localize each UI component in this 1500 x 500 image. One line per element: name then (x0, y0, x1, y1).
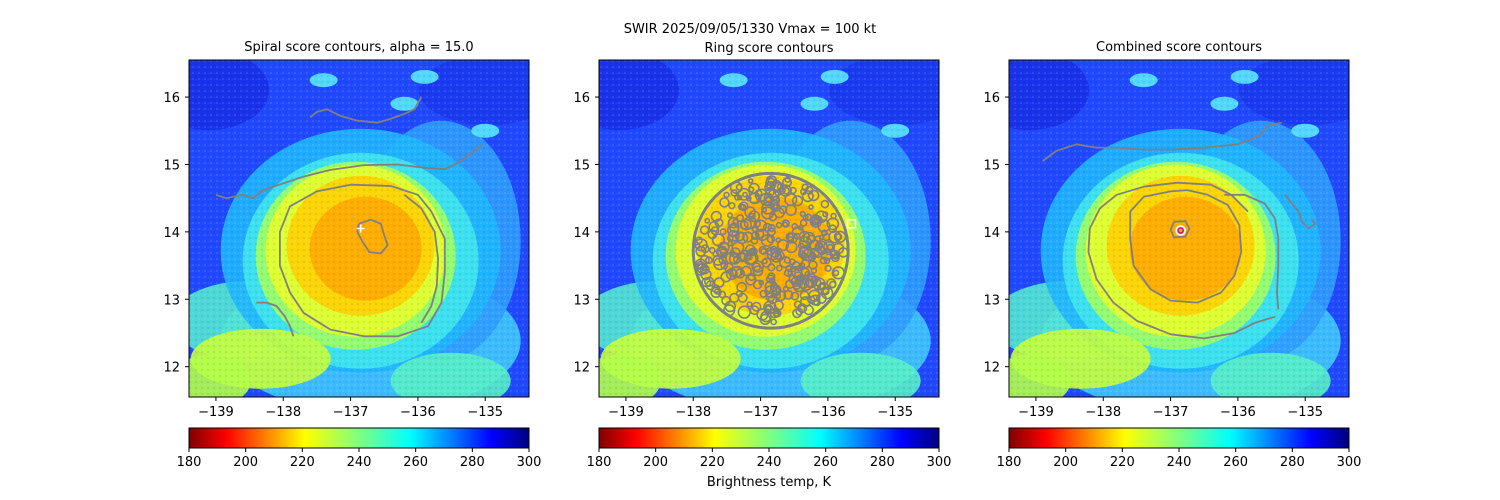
figure-title: SWIR 2025/09/05/1330 Vmax = 100 kt (623, 22, 877, 37)
colorbar-gradient (1008, 427, 1350, 449)
y-tick-label: 14 (573, 226, 590, 241)
contour-inner (1169, 220, 1191, 239)
contour-ring (1129, 189, 1243, 304)
y-tick-label: 13 (573, 293, 590, 308)
y-tick-label: 13 (983, 293, 1000, 308)
y-tick-label: 14 (163, 226, 180, 241)
colorbar-tick-label: 180 (587, 455, 612, 470)
colorbar-gradient (598, 427, 940, 449)
colorbar-tick-label: 220 (700, 455, 725, 470)
colorbar-tick-label: 240 (757, 455, 782, 470)
y-tick-label: 14 (983, 226, 1000, 241)
brightness-image (599, 60, 939, 397)
colorbar-tick-label: 260 (403, 455, 428, 470)
panel-title: Combined score contours (1096, 40, 1262, 55)
contour-spiral-tail (403, 194, 440, 324)
panel-3: Combined score contours −139 −138 −137 −136 −… (983, 40, 1362, 470)
x-tick-label: −138 (675, 405, 711, 420)
colorbar-tick-label: 180 (997, 455, 1022, 470)
colorbar-tick-label: 300 (517, 455, 542, 470)
colorbar: 180 200 220 240 260 280 300 (587, 427, 952, 470)
colorbar-tick-label: 300 (1337, 455, 1362, 470)
panel-title: Spiral score contours, alpha = 15.0 (244, 40, 473, 55)
contour-ring (278, 183, 446, 338)
y-tick-label: 16 (163, 91, 180, 106)
axes-frame (598, 59, 940, 398)
colorbar-tick-label: 220 (1110, 455, 1135, 470)
brightness-image (1009, 60, 1349, 397)
colorbar-tick-label: 260 (1223, 455, 1248, 470)
colorbar-tick-label: 240 (347, 455, 372, 470)
y-tick-label: 12 (573, 361, 590, 376)
x-tick-label: −137 (1153, 405, 1189, 420)
center-marker (846, 219, 857, 229)
colorbar-gradient (188, 427, 530, 449)
contour-southwest (256, 301, 295, 337)
contour-spiral-arm (1224, 193, 1280, 310)
colorbar-tick-label: 220 (290, 455, 315, 470)
colorbar-tick-label: 300 (927, 455, 952, 470)
colorbar-tick-label: 200 (1053, 455, 1078, 470)
axes-frame (1008, 59, 1350, 398)
x-tick-label: −137 (333, 405, 369, 420)
x-tick-label: −138 (265, 405, 301, 420)
x-tick-label: −135 (1287, 405, 1323, 420)
x-tick-label: −139 (198, 405, 234, 420)
x-tick-label: −135 (467, 405, 503, 420)
colorbar-tick-label: 180 (177, 455, 202, 470)
x-tick-label: −139 (608, 405, 644, 420)
center-marker (1175, 225, 1186, 236)
x-tick-label: −138 (1085, 405, 1121, 420)
contour-east-hook (1284, 194, 1317, 230)
score-contours (215, 96, 483, 338)
contour-outer (215, 143, 483, 200)
y-tick-label: 15 (573, 158, 590, 173)
contour-outer (1087, 181, 1276, 340)
colorbar: 180 200 220 240 260 280 300 (177, 427, 542, 470)
colorbar-tick-label: 200 (233, 455, 258, 470)
y-tick-label: 12 (983, 361, 1000, 376)
panel-title: Ring score contours (704, 41, 833, 56)
contour-north (309, 96, 423, 124)
colorbar-tick-label: 240 (1167, 455, 1192, 470)
panel-2: Ring score contours −139 −138 −137 −136 −135 1… (573, 41, 952, 470)
contour-inner (356, 218, 389, 255)
y-tick-label: 15 (983, 158, 1000, 173)
x-tick-label: −136 (400, 405, 436, 420)
x-tick-label: −135 (877, 405, 913, 420)
axes-frame (188, 59, 530, 398)
colorbar-tick-label: 280 (1280, 455, 1305, 470)
x-tick-label: −137 (743, 405, 779, 420)
colorbar-tick-label: 260 (813, 455, 838, 470)
y-tick-label: 15 (163, 158, 180, 173)
score-contours (1042, 121, 1317, 340)
x-tick-label: −136 (810, 405, 846, 420)
x-tick-label: −139 (1018, 405, 1054, 420)
y-tick-label: 16 (983, 91, 1000, 106)
colorbar-tick-label: 280 (870, 455, 895, 470)
x-tick-label: −136 (1220, 405, 1256, 420)
y-tick-label: 16 (573, 91, 590, 106)
y-tick-label: 12 (163, 361, 180, 376)
colorbar-tick-label: 200 (643, 455, 668, 470)
panel-1: Spiral score contours, alpha = 15.0 −139 −… (163, 40, 542, 470)
y-tick-label: 13 (163, 293, 180, 308)
center-marker (356, 224, 365, 233)
contour-north (1042, 121, 1282, 162)
ring-score-contours (691, 171, 850, 330)
colorbar-label: Brightness temp, K (707, 475, 832, 490)
colorbar-tick-label: 280 (460, 455, 485, 470)
colorbar: 180 200 220 240 260 280 300 (997, 427, 1362, 470)
brightness-image (189, 60, 529, 397)
